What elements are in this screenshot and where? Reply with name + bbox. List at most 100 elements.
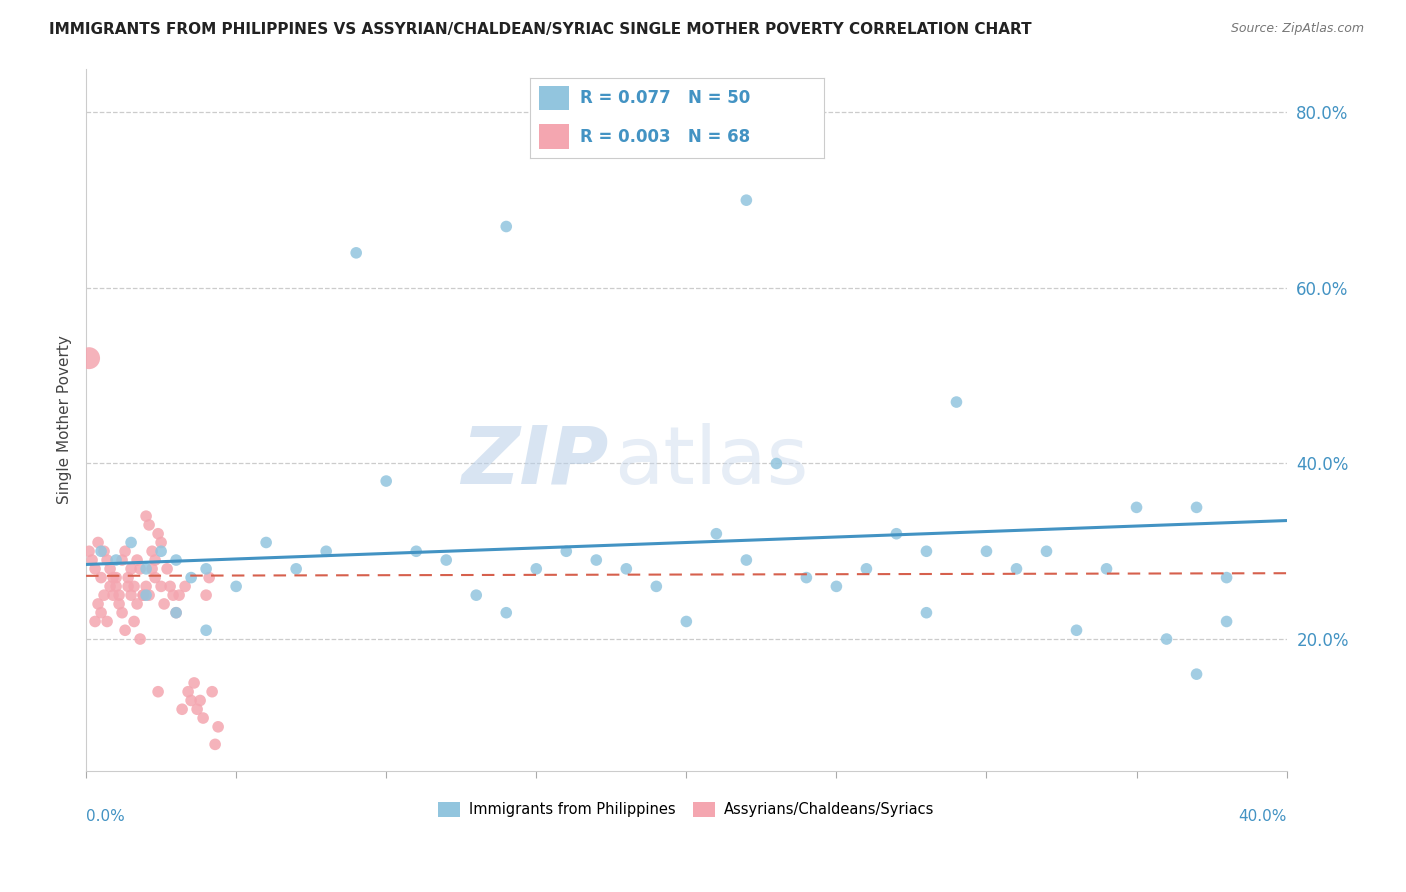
Point [96,553,118,567]
Point [87,597,110,611]
Point [127,553,149,567]
Point [165,606,187,620]
Y-axis label: Single Mother Poverty: Single Mother Poverty [58,335,72,504]
Point [135,509,157,524]
Point [96,615,118,629]
Point [135,562,157,576]
Point [122,615,145,629]
Point [108,597,131,611]
Point [555,544,578,558]
Point [1035,544,1057,558]
Point [111,606,134,620]
Point [90,606,112,620]
Point [524,562,547,576]
Text: Source: ZipAtlas.com: Source: ZipAtlas.com [1230,22,1364,36]
Point [180,693,202,707]
Point [825,579,848,593]
Point [105,553,128,567]
Point [135,588,157,602]
Point [765,457,787,471]
Point [132,588,155,602]
Point [156,562,179,576]
Point [129,632,152,646]
Point [945,395,967,409]
Point [77,351,100,366]
Point [150,535,173,549]
Point [1095,562,1118,576]
Text: 40.0%: 40.0% [1239,809,1286,824]
Text: IMMIGRANTS FROM PHILIPPINES VS ASSYRIAN/CHALDEAN/SYRIAC SINGLE MOTHER POVERTY CO: IMMIGRANTS FROM PHILIPPINES VS ASSYRIAN/… [49,22,1032,37]
Point [735,193,758,207]
Point [585,553,607,567]
Point [225,579,247,593]
Point [165,553,187,567]
Point [495,606,517,620]
Point [191,711,214,725]
Point [186,702,208,716]
Point [201,684,224,698]
Point [153,597,176,611]
Point [1185,667,1208,681]
Point [285,562,308,576]
Point [735,553,758,567]
Point [195,562,218,576]
Point [150,579,173,593]
Point [138,588,160,602]
Point [132,588,155,602]
Point [198,571,221,585]
Text: ZIP: ZIP [461,423,609,500]
Point [172,702,194,716]
Point [405,544,427,558]
Point [120,562,142,576]
Point [143,553,166,567]
Point [434,553,457,567]
Point [344,245,367,260]
Point [105,571,128,585]
Point [80,553,103,567]
Point [127,597,149,611]
Point [146,526,169,541]
Point [1185,500,1208,515]
Point [976,544,998,558]
Text: 0.0%: 0.0% [86,809,125,824]
Point [495,219,517,234]
Point [122,579,145,593]
Point [254,535,277,549]
Point [90,571,112,585]
Point [375,474,398,488]
Point [1066,624,1088,638]
Point [675,615,697,629]
Point [87,535,110,549]
Point [174,579,197,593]
Point [204,737,226,751]
Point [101,571,124,585]
Point [207,720,229,734]
Point [135,579,157,593]
Point [114,624,136,638]
Point [90,544,112,558]
Point [195,588,218,602]
Point [93,544,115,558]
Point [1215,615,1237,629]
Point [855,562,877,576]
Point [143,571,166,585]
Point [886,526,908,541]
Point [1125,500,1147,515]
Point [188,693,211,707]
Point [120,535,142,549]
Point [105,579,128,593]
Point [98,579,121,593]
Point [195,624,218,638]
Point [117,571,139,585]
Point [114,544,136,558]
Point [645,579,668,593]
Point [111,553,134,567]
Point [120,588,142,602]
Point [1215,571,1237,585]
Text: atlas: atlas [614,423,808,500]
Point [167,588,190,602]
Point [915,606,938,620]
Point [1156,632,1178,646]
Point [117,579,139,593]
Point [162,588,184,602]
